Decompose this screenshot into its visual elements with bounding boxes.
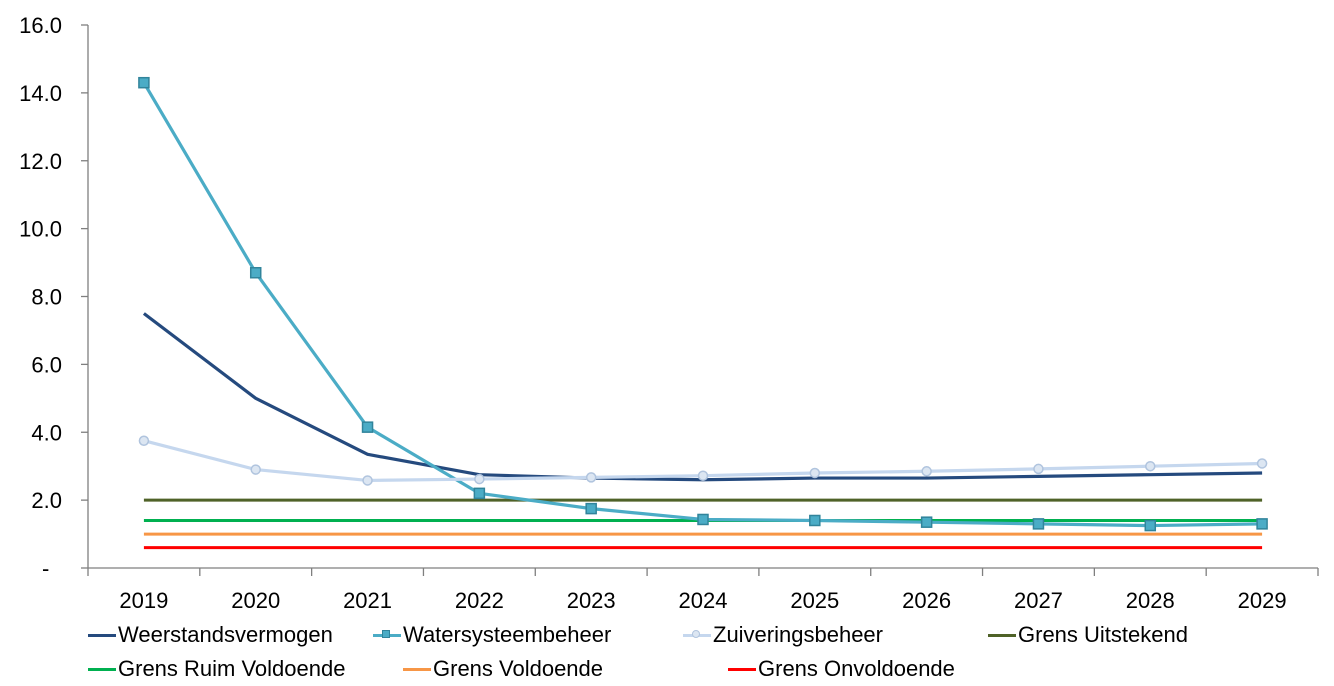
data-point-marker bbox=[697, 470, 709, 481]
data-point-marker bbox=[361, 421, 374, 433]
legend-swatch-line bbox=[373, 629, 401, 638]
data-point-marker bbox=[809, 514, 821, 527]
chart-legend: Weerstandsvermogen Watersysteembeheer Zu… bbox=[88, 618, 1328, 686]
series-line-watersysteembeheer bbox=[142, 81, 1263, 528]
y-tick-label: 10.0 bbox=[19, 217, 62, 242]
legend-row-1: Weerstandsvermogen Watersysteembeheer Zu… bbox=[88, 618, 1328, 652]
legend-item-weerstandsvermogen: Weerstandsvermogen bbox=[88, 622, 373, 648]
legend-label: Watersysteembeheer bbox=[403, 622, 612, 647]
data-point-marker bbox=[809, 467, 821, 479]
data-point-marker bbox=[138, 435, 150, 446]
legend-swatch-line bbox=[88, 633, 116, 637]
data-point-marker bbox=[473, 487, 486, 500]
x-tick-label: 2029 bbox=[1238, 588, 1287, 613]
legend-item-zuiveringsbeheer: Zuiveringsbeheer bbox=[683, 622, 988, 648]
legend-item-grens-voldoende: Grens Voldoende bbox=[403, 656, 728, 682]
y-tick-label: 8.0 bbox=[31, 285, 62, 310]
legend-item-grens-uitstekend: Grens Uitstekend bbox=[988, 622, 1188, 648]
y-tick-label: 6.0 bbox=[31, 352, 62, 377]
data-point-marker bbox=[249, 266, 262, 279]
legend-label: Weerstandsvermogen bbox=[118, 622, 333, 647]
y-tick-label: 12.0 bbox=[19, 149, 62, 174]
legend-item-grens-ruim-voldoende: Grens Ruim Voldoende bbox=[88, 656, 403, 682]
y-tick-label: 14.0 bbox=[19, 81, 62, 106]
legend-item-grens-onvoldoende: Grens Onvoldoende bbox=[728, 656, 955, 682]
y-tick-label: - bbox=[42, 556, 49, 581]
data-point-marker bbox=[921, 466, 932, 477]
legend-swatch-line bbox=[728, 667, 756, 671]
circle-marker-icon bbox=[692, 629, 700, 638]
x-tick-label: 2027 bbox=[1014, 588, 1063, 613]
y-tick-label: 16.0 bbox=[19, 13, 62, 38]
chart-axes: - 2.0 4.0 6.0 8.0 10.0 12.0 14.0 16.0 2019 2020 202… bbox=[19, 13, 1319, 613]
data-point-marker bbox=[920, 516, 933, 528]
legend-swatch-line bbox=[403, 667, 431, 671]
line-chart: - 2.0 4.0 6.0 8.0 10.0 12.0 14.0 16.0 2019 2020 202… bbox=[19, 13, 1319, 613]
data-point-marker bbox=[250, 464, 261, 475]
data-point-marker bbox=[1256, 518, 1268, 530]
x-tick-label: 2026 bbox=[902, 588, 951, 613]
x-tick-label: 2019 bbox=[119, 588, 168, 613]
x-tick-label: 2020 bbox=[231, 588, 280, 613]
legend-row-2: Grens Ruim Voldoende Grens Voldoende Gre… bbox=[88, 652, 1328, 686]
x-tick-label: 2023 bbox=[567, 588, 616, 613]
legend-label: Grens Voldoende bbox=[433, 656, 604, 681]
x-tick-label: 2028 bbox=[1126, 588, 1175, 613]
data-point-marker bbox=[1033, 463, 1044, 475]
data-point-marker bbox=[1145, 460, 1156, 472]
legend-swatch-line bbox=[88, 667, 116, 671]
legend-swatch-line bbox=[683, 629, 711, 638]
y-tick-label: 4.0 bbox=[31, 420, 62, 445]
data-point-marker bbox=[362, 475, 373, 486]
legend-swatch-line bbox=[988, 633, 1016, 637]
x-tick-label: 2024 bbox=[679, 588, 728, 613]
data-point-marker bbox=[474, 473, 485, 485]
data-point-marker bbox=[1256, 458, 1268, 469]
data-point-marker bbox=[138, 76, 150, 89]
x-tick-label: 2022 bbox=[455, 588, 504, 613]
data-point-marker bbox=[697, 513, 709, 526]
data-point-marker bbox=[1144, 519, 1157, 532]
legend-label: Grens Ruim Voldoende bbox=[118, 656, 346, 681]
series-line-weerstandsvermogen bbox=[142, 312, 1263, 482]
legend-label: Grens Onvoldoende bbox=[758, 656, 955, 681]
legend-label: Zuiveringsbeheer bbox=[713, 622, 883, 647]
y-tick-label: 2.0 bbox=[31, 488, 62, 513]
data-point-marker bbox=[585, 502, 597, 515]
data-point-marker bbox=[585, 472, 597, 483]
square-marker-icon bbox=[382, 629, 390, 638]
data-lines bbox=[138, 76, 1268, 532]
legend-label: Grens Uitstekend bbox=[1018, 622, 1188, 647]
x-tick-label: 2025 bbox=[790, 588, 839, 613]
data-point-marker bbox=[1032, 518, 1045, 530]
x-tick-label: 2021 bbox=[343, 588, 392, 613]
legend-item-watersysteembeheer: Watersysteembeheer bbox=[373, 622, 683, 648]
